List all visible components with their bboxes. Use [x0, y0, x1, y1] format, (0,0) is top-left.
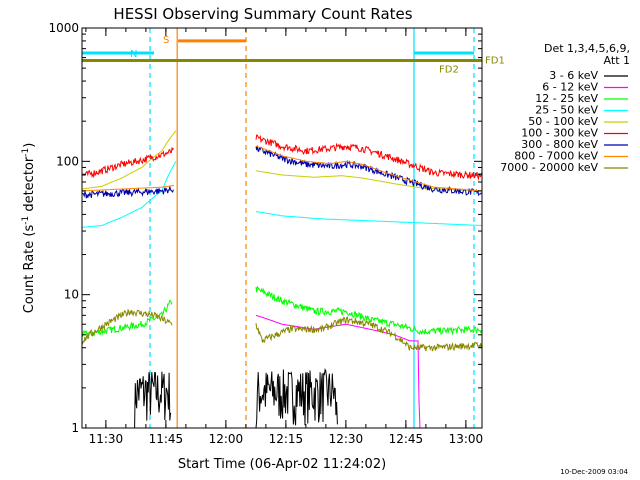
- axes: 11:30 11:45 12:00 12:15 12:30 12:45 13:00 1 10 10…: [48, 21, 483, 446]
- legend-title: Det 1,3,4,5,6,9,: [544, 42, 630, 55]
- y-axis-label-part: ): [22, 143, 37, 148]
- legend-label: 300 - 800 keV: [521, 138, 598, 151]
- y-tick-label: 1: [71, 421, 79, 435]
- x-tick-label: 11:45: [149, 432, 184, 446]
- series-line: [82, 367, 338, 429]
- y-tick-label: 1000: [48, 21, 79, 35]
- y-axis-label-part: Count Rate (s: [22, 225, 37, 314]
- date-stamp: 10-Dec-2009 03:04: [560, 468, 628, 476]
- y-axis-label-sup: -1: [21, 148, 31, 157]
- series-line: [81, 161, 482, 228]
- legend-label: 6 - 12 keV: [542, 81, 598, 94]
- series-path: [255, 134, 482, 181]
- fd2-flag-label: FD2: [439, 65, 459, 76]
- series-path: [82, 184, 175, 192]
- plot-frame: [81, 27, 483, 429]
- series-path: [81, 161, 177, 228]
- series-line: [81, 130, 482, 192]
- legend-label: 800 - 7000 keV: [514, 150, 598, 163]
- legend-label: 7000 - 20000 keV: [500, 161, 598, 174]
- series-path: [255, 285, 482, 336]
- x-tick-label: 12:15: [269, 432, 304, 446]
- legend-label: 3 - 6 keV: [549, 69, 598, 82]
- series-line: [82, 145, 483, 192]
- series-path: [255, 316, 482, 352]
- x-tick-label: 13:00: [449, 432, 484, 446]
- y-axis-label: Count Rate (s-1 detector-1): [21, 143, 37, 314]
- series-path: [255, 145, 483, 192]
- series-line: [81, 134, 482, 181]
- series-line: [81, 285, 482, 338]
- x-tick-label: 12:30: [329, 432, 364, 446]
- x-tick-label: 11:30: [89, 432, 124, 446]
- series-path: [255, 145, 482, 197]
- x-axis-label: Start Time (06-Apr-02 11:24:02): [178, 457, 386, 472]
- series-path: [81, 130, 177, 190]
- series-line: [81, 309, 482, 352]
- fd1-flag-label: FD1: [485, 56, 505, 67]
- legend-label: 100 - 300 keV: [521, 127, 598, 140]
- series-path: [82, 371, 172, 429]
- series-path: [255, 211, 482, 226]
- y-axis-label-part: detector: [22, 156, 37, 216]
- y-tick-label: 100: [56, 154, 79, 168]
- series-line: [81, 145, 482, 199]
- x-tick-label: 12:00: [209, 432, 244, 446]
- n-flag-label: N: [130, 49, 137, 60]
- series-path: [255, 367, 338, 429]
- saa-flag-label: S: [163, 35, 169, 46]
- y-axis-label-sup: -1: [21, 216, 31, 225]
- series-path: [81, 309, 173, 345]
- plot-area: N S FD1 FD2: [81, 28, 505, 429]
- legend-label: 50 - 100 keV: [528, 115, 598, 128]
- series-path: [81, 146, 174, 179]
- y-tick-label: 10: [64, 288, 79, 302]
- series-path: [81, 186, 174, 199]
- x-tick-label: 12:45: [389, 432, 424, 446]
- legend-title: Att 1: [604, 54, 630, 67]
- legend-label: 25 - 50 keV: [535, 104, 598, 117]
- legend-label: 12 - 25 keV: [535, 92, 598, 105]
- chart-title: HESSI Observing Summary Count Rates: [113, 5, 412, 23]
